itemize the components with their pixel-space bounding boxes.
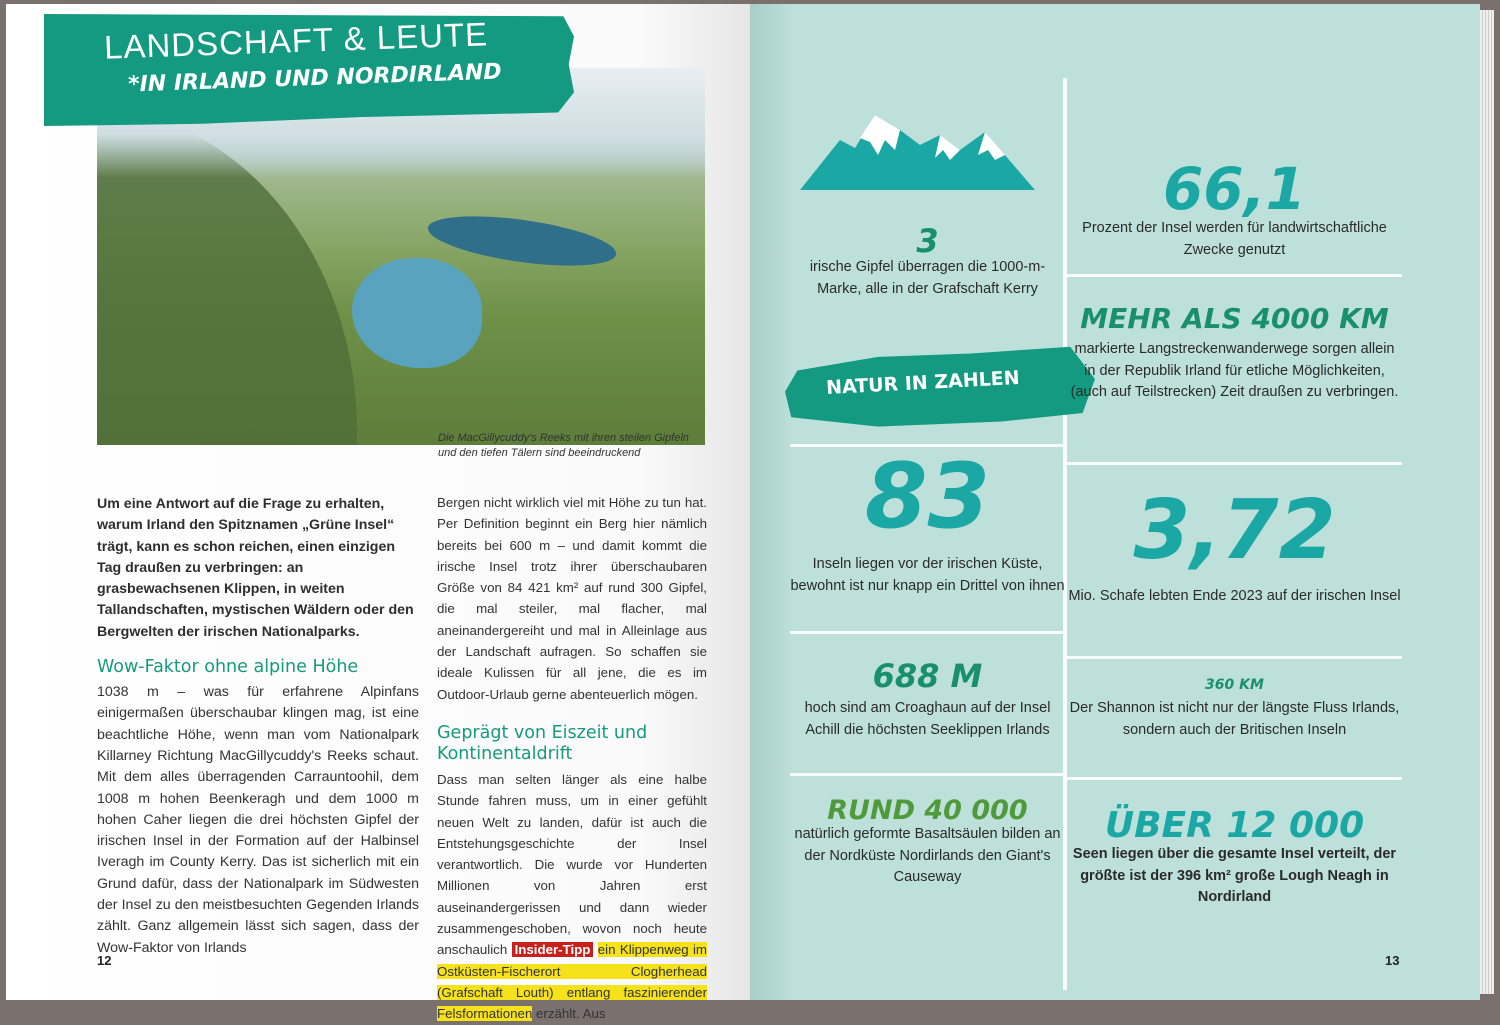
divider-vertical <box>1063 78 1067 990</box>
section-heading: Wow-Faktor ohne alpine Höhe <box>97 657 359 678</box>
header-banner <box>44 14 574 126</box>
stat-item: 3,72 Mio. Schafe lebten Ende 2023 auf der… <box>1068 483 1401 605</box>
divider <box>790 444 1063 447</box>
insider-tipp-badge: Insider-Tipp <box>511 942 594 958</box>
text-column-2: Bergen nicht wirklich viel mit Höhe zu t… <box>437 492 707 1025</box>
stat-item: 83 Inseln liegen vor der irischen Küste, … <box>790 444 1065 594</box>
stat-item: 66,1 Prozent der Insel werden für landwir… <box>1082 155 1387 258</box>
divider <box>1067 777 1402 780</box>
divider <box>1067 274 1402 277</box>
divider <box>1067 462 1402 465</box>
intro-text: Um eine Antwort auf die Frage zu erhalte… <box>97 496 414 640</box>
stat-item: RUND 40 000 natürlich geformte Basaltsäul… <box>794 795 1061 885</box>
section-text: erzählt. Aus <box>536 1006 606 1022</box>
divider <box>790 773 1063 776</box>
page-number: 13 <box>1385 953 1400 968</box>
page-number: 12 <box>97 953 112 968</box>
stat-item: ÜBER 12 000 Seen liegen über die gesamte … <box>1072 805 1397 906</box>
page-stack-edge <box>1480 10 1494 994</box>
stat-item: 360 KM Der Shannon ist nicht nur der läng… <box>1069 677 1400 738</box>
text-column-1: Um eine Antwort auf die Frage zu erhalte… <box>97 494 419 959</box>
mountain-icon <box>800 115 1035 190</box>
landscape-photo <box>97 68 705 445</box>
section-text: Dass man selten länger als eine halbe St… <box>437 771 707 958</box>
stat-item: MEHR ALS 4000 KM markierte Langstreckenwa… <box>1070 302 1399 401</box>
stat-item: 3 irische Gipfel überragen die 1000-m-Mar… <box>809 222 1046 297</box>
section-text: Bergen nicht wirklich viel mit Höhe zu t… <box>437 495 707 702</box>
section-text: 1038 m – was für erfahrene Alpinfans ein… <box>97 684 419 956</box>
divider <box>1067 656 1402 659</box>
photo-caption: Die MacGillycuddy's Reeks mit ihren stei… <box>438 432 689 459</box>
section-heading: Geprägt von Eiszeit und Kontinentaldrift <box>437 722 648 764</box>
divider <box>790 631 1063 634</box>
